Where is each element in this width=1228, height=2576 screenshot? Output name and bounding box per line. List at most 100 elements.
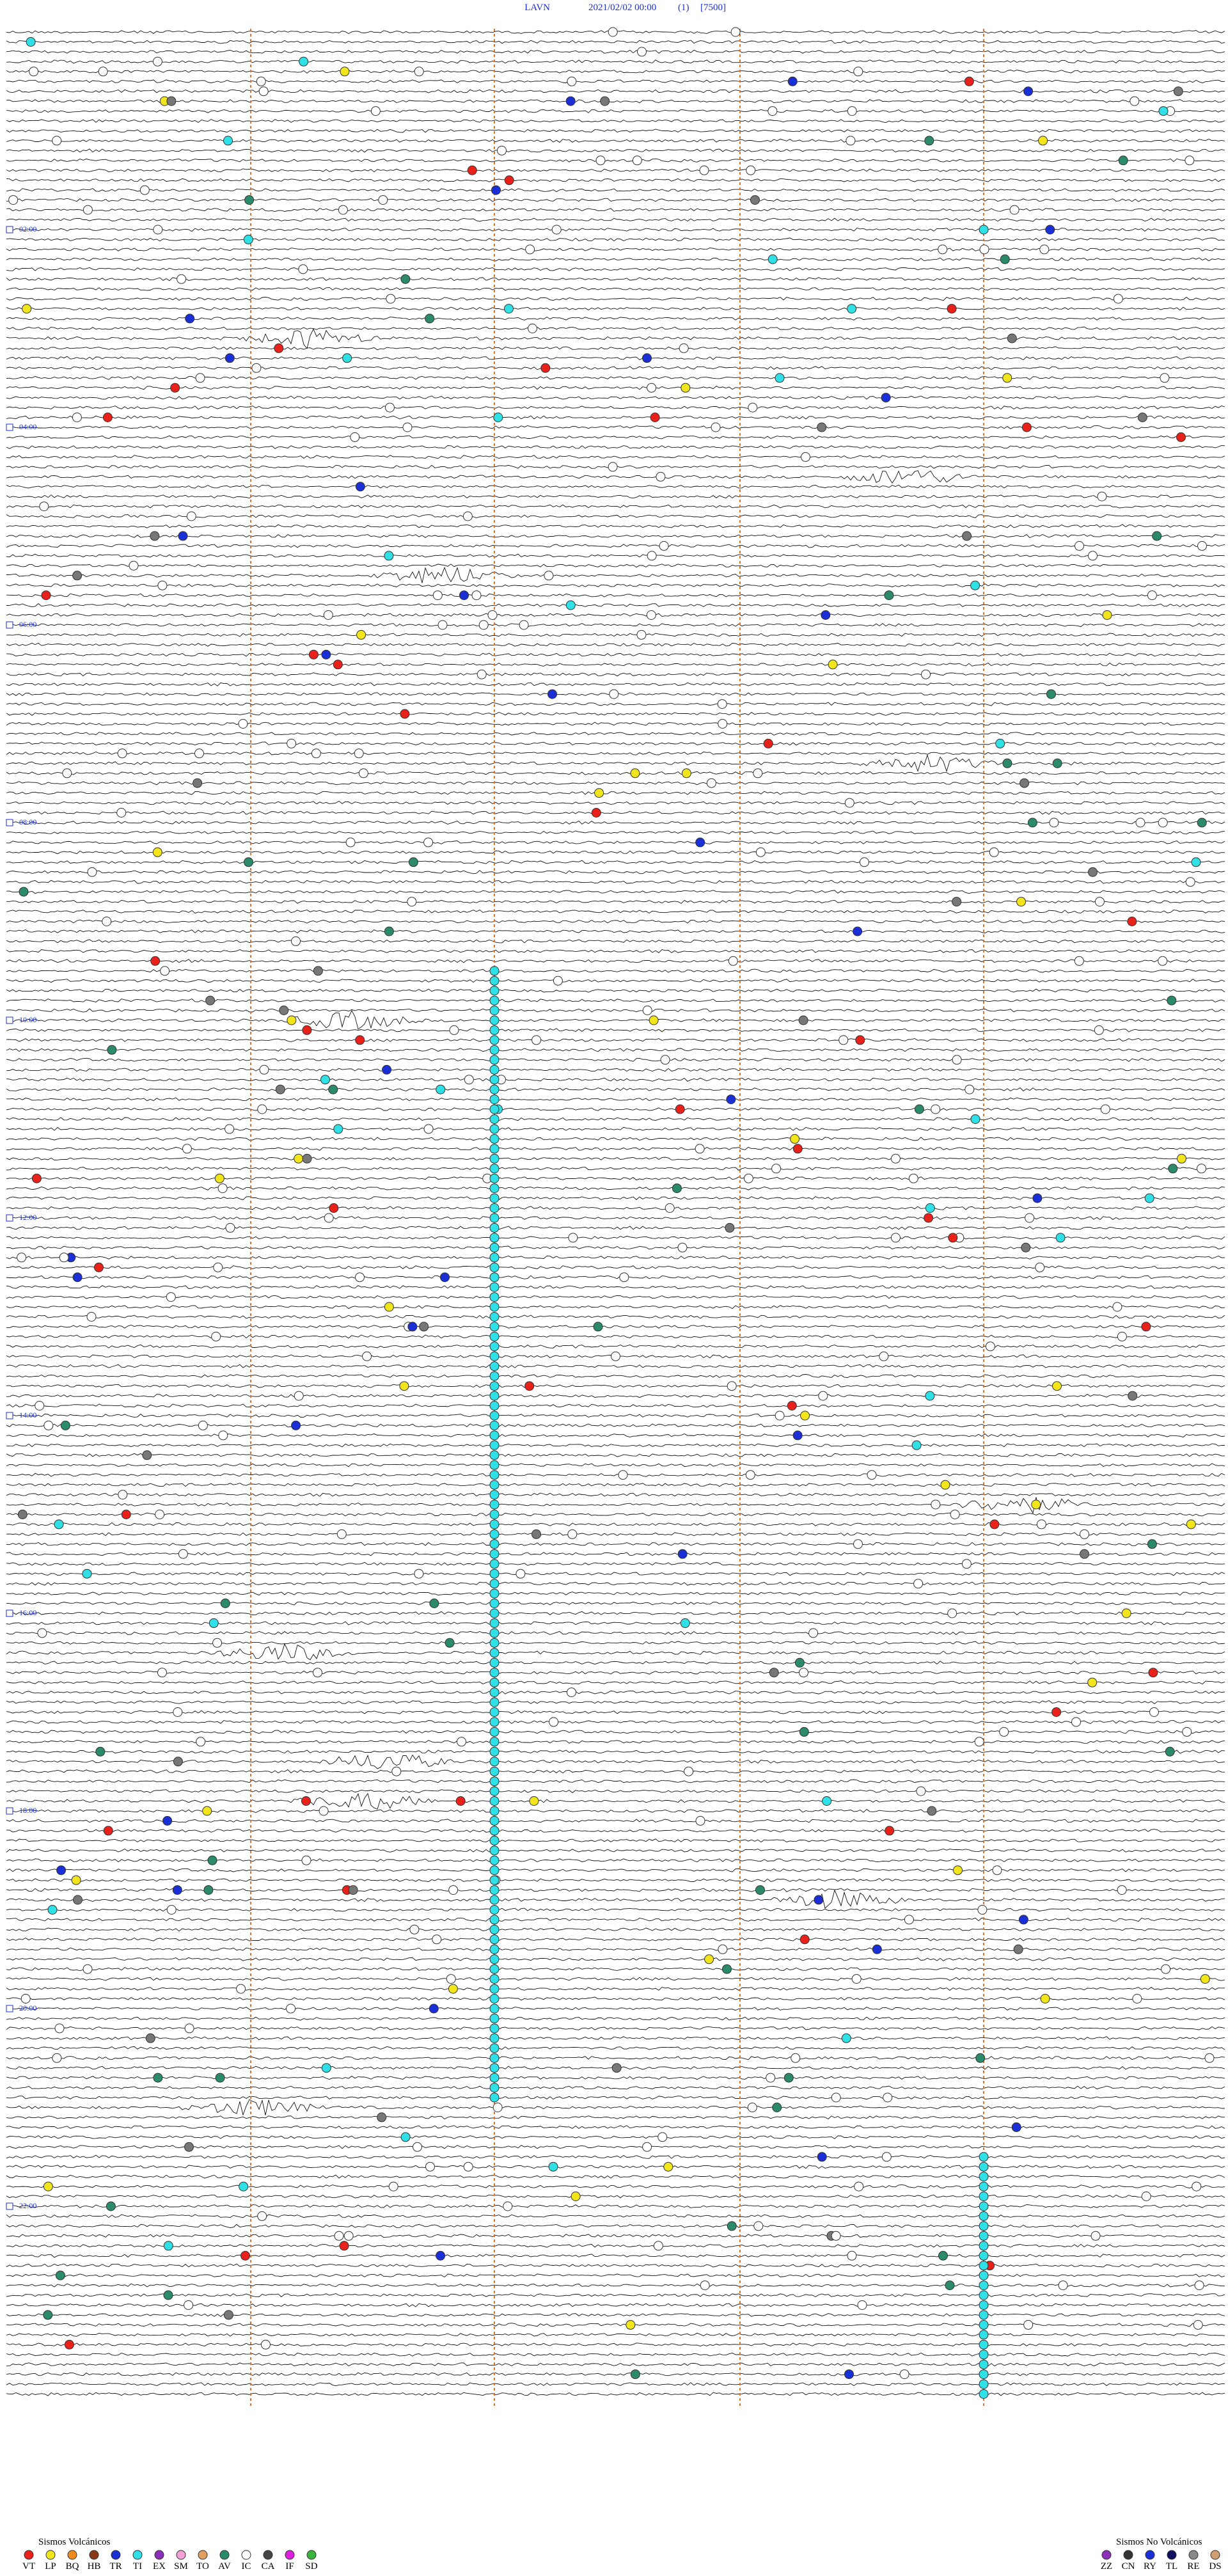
event-marker <box>196 1737 206 1747</box>
event-marker <box>370 106 381 116</box>
event-marker <box>259 1064 269 1075</box>
trace <box>6 1492 1225 1497</box>
event-marker <box>854 2181 864 2192</box>
event-marker <box>931 1104 941 1114</box>
event-marker <box>649 1015 659 1025</box>
trace <box>6 1967 1225 1972</box>
event-marker <box>72 1272 83 1283</box>
event-marker <box>1192 2181 1202 2192</box>
legend-swatch <box>1167 2550 1177 2560</box>
event-marker <box>890 1233 901 1243</box>
legend-swatch <box>89 2550 99 2560</box>
event-marker <box>911 1440 922 1450</box>
event-marker <box>489 1006 500 1015</box>
event-marker <box>916 1786 926 1796</box>
event-marker <box>173 1757 183 1767</box>
event-marker <box>471 590 482 601</box>
event-marker <box>279 1006 289 1015</box>
event-marker <box>979 225 989 235</box>
trace <box>6 771 1225 775</box>
event-marker <box>429 1599 439 1608</box>
event-marker <box>71 1875 81 1885</box>
legend-title: Sismos Volcánicos <box>38 2537 111 2547</box>
event-marker <box>153 225 163 235</box>
event-marker <box>311 748 321 759</box>
event-marker <box>489 1490 500 1500</box>
event-marker <box>31 1173 42 1183</box>
event-marker <box>1118 155 1128 166</box>
event-marker <box>1040 1994 1050 2003</box>
event-marker <box>817 422 827 432</box>
trace <box>6 69 1225 74</box>
event-marker <box>808 1628 819 1638</box>
event-marker <box>489 1252 500 1263</box>
event-marker <box>1002 758 1012 768</box>
trace <box>6 1068 1225 1072</box>
event-marker <box>844 2369 854 2380</box>
event-marker <box>489 1954 500 1964</box>
event-marker <box>72 413 82 422</box>
trace <box>6 1789 1225 1794</box>
event-marker <box>1019 778 1030 788</box>
event-marker <box>258 86 269 97</box>
trace <box>6 1315 1225 1319</box>
event-marker <box>489 1885 500 1895</box>
event-marker <box>384 551 394 561</box>
event-marker <box>924 1213 934 1223</box>
event-marker <box>650 413 660 422</box>
event-marker <box>384 1302 394 1312</box>
trace <box>6 1157 1225 1161</box>
trace <box>6 89 1225 93</box>
event-marker <box>489 986 500 996</box>
event-marker <box>489 1510 500 1519</box>
event-marker <box>675 1104 685 1114</box>
legend-swatch <box>1101 2550 1112 2560</box>
legend-code: IC <box>242 2561 251 2572</box>
event-marker <box>489 1193 500 1203</box>
event-marker <box>1117 1331 1127 1341</box>
trace <box>6 754 1225 773</box>
event-marker <box>908 1173 918 1183</box>
event-marker <box>489 1707 500 1717</box>
trace <box>6 1829 1225 1833</box>
event-marker <box>979 2270 989 2280</box>
event-marker <box>540 363 551 373</box>
event-marker <box>301 1796 311 1806</box>
event-marker <box>489 1420 500 1430</box>
event-marker <box>883 2092 893 2103</box>
event-marker <box>385 402 395 413</box>
event-marker <box>1148 1668 1158 1678</box>
event-marker <box>1100 1104 1110 1114</box>
event-marker <box>881 393 891 403</box>
trace <box>6 1176 1225 1181</box>
event-marker <box>642 1006 652 1015</box>
event-marker <box>320 1075 330 1085</box>
event-marker <box>98 67 108 77</box>
event-marker <box>851 1974 862 1984</box>
trace <box>6 741 1225 746</box>
event-marker <box>117 748 127 759</box>
event-marker <box>489 2053 500 2063</box>
trace <box>6 2016 1225 2021</box>
event-marker <box>39 502 49 512</box>
event-marker <box>748 402 758 413</box>
label-box <box>6 1609 13 1617</box>
trace <box>6 2026 1225 2031</box>
legend-code: SM <box>174 2561 188 2572</box>
event-marker <box>291 1420 301 1430</box>
event-marker <box>489 2003 500 2014</box>
event-marker <box>489 1134 500 1144</box>
event-marker <box>844 798 854 808</box>
trace <box>6 1641 1225 1645</box>
trace <box>6 1848 1225 1853</box>
label-box <box>6 226 13 233</box>
trace <box>6 1710 1225 1714</box>
event-marker <box>173 1707 183 1717</box>
event-marker <box>457 1737 466 1747</box>
event-marker <box>489 1015 500 1025</box>
event-marker <box>489 1144 500 1154</box>
event-marker <box>163 2290 173 2300</box>
event-marker <box>355 482 365 492</box>
event-marker <box>979 2389 989 2399</box>
event-marker <box>975 2053 986 2063</box>
